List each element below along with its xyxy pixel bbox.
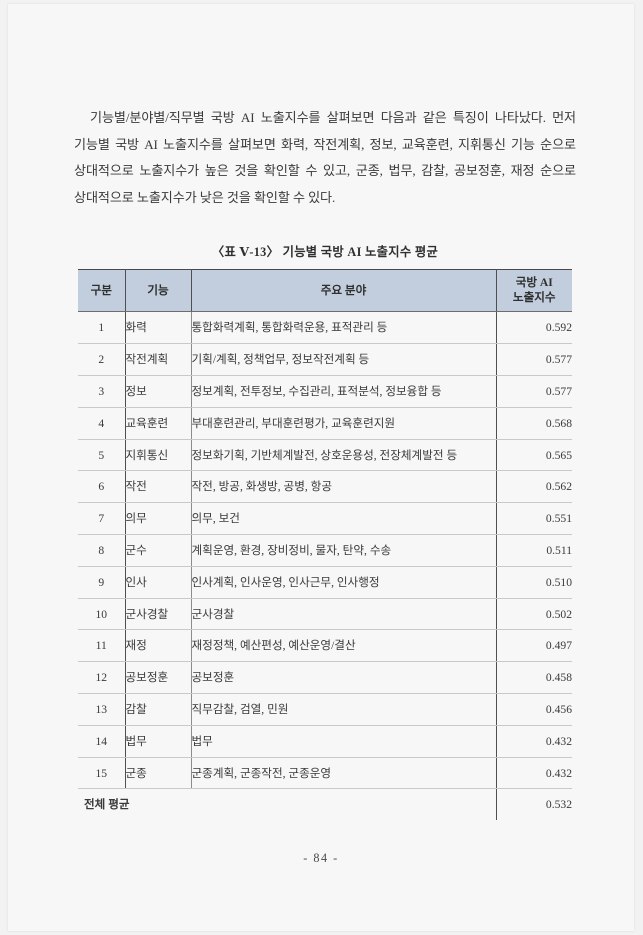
cell-area: 인사계획, 인사운영, 인사근무, 인사행정 (190, 566, 496, 599)
table-row: 13 감찰 직무감찰, 검열, 민원 0.456 (78, 693, 572, 726)
page-footer: - 84 - (303, 851, 339, 865)
cell-area: 의무, 보건 (190, 502, 496, 536)
column-header-no: 구분 (78, 269, 126, 313)
column-header-function: 기능 (125, 269, 192, 313)
table-row: 15 군종 군종계획, 군종작전, 군종운영 0.432 (78, 757, 572, 790)
column-header-value-line1: 국방 AI (515, 276, 553, 290)
paragraph-text: 기능별/분야별/직무별 국방 AI 노출지수를 살펴보면 다음과 같은 특징이 … (74, 110, 576, 205)
cell-area: 통합화력계획, 통합화력운용, 표적관리 등 (190, 311, 496, 345)
column-header-area: 주요 분야 (191, 269, 497, 313)
cell-no: 4 (78, 407, 125, 440)
table-row: 5 지휘통신 정보화기획, 기반체계발전, 상호운용성, 전장체계발전 등 0.… (78, 439, 572, 472)
cell-value: 0.577 (495, 375, 572, 408)
cell-value: 0.510 (495, 566, 572, 599)
cell-value: 0.565 (495, 439, 572, 472)
table-row: 3 정보 정보계획, 전투정보, 수집관리, 표적분석, 정보융합 등 0.57… (78, 375, 572, 408)
cell-function: 군사경찰 (124, 598, 191, 631)
cell-value: 0.568 (495, 407, 572, 440)
cell-no: 7 (78, 502, 125, 536)
cell-function: 작전계획 (124, 343, 191, 377)
cell-area: 정보계획, 전투정보, 수집관리, 표적분석, 정보융합 등 (190, 375, 496, 408)
cell-function: 공보정훈 (124, 661, 191, 695)
cell-function: 화력 (124, 311, 191, 345)
body-paragraph: 기능별/분야별/직무별 국방 AI 노출지수를 살펴보면 다음과 같은 특징이 … (74, 105, 576, 211)
cell-area: 재정정책, 예산편성, 예산운영/결산 (190, 629, 496, 663)
table-row: 2 작전계획 기획/계획, 정책업무, 정보작전계획 등 0.577 (78, 343, 572, 377)
table-total-row: 전체 평균 0.532 (78, 788, 572, 821)
table-row: 1 화력 통합화력계획, 통합화력운용, 표적관리 등 0.592 (78, 311, 572, 345)
cell-value: 0.456 (495, 693, 572, 726)
cell-function: 지휘통신 (124, 439, 191, 472)
cell-value: 0.592 (495, 311, 572, 345)
cell-no: 15 (78, 757, 125, 790)
table-row: 8 군수 계획운영, 환경, 장비정비, 물자, 탄약, 수송 0.511 (78, 534, 572, 567)
table-header: 구분 기능 주요 분야 국방 AI 노출지수 (78, 269, 572, 313)
cell-function: 의무 (124, 502, 191, 536)
column-header-value-line2: 노출지수 (512, 290, 556, 304)
cell-no: 12 (78, 661, 125, 695)
table-row: 4 교육훈련 부대훈련관리, 부대훈련평가, 교육훈련지원 0.568 (78, 407, 572, 440)
cell-value: 0.577 (495, 343, 572, 377)
cell-no: 6 (78, 470, 125, 504)
cell-function: 감찰 (124, 693, 191, 726)
cell-area: 부대훈련관리, 부대훈련평가, 교육훈련지원 (190, 407, 496, 440)
cell-total-value: 0.532 (495, 788, 572, 821)
cell-no: 8 (78, 534, 125, 567)
cell-no: 5 (78, 439, 125, 472)
cell-value: 0.502 (495, 598, 572, 631)
cell-value: 0.551 (495, 502, 572, 536)
column-header-value: 국방 AI 노출지수 (496, 269, 572, 313)
cell-total-label: 전체 평균 (78, 788, 496, 821)
cell-no: 14 (78, 725, 125, 758)
cell-area: 직무감찰, 검열, 민원 (190, 693, 496, 726)
document-page: 기능별/분야별/직무별 국방 AI 노출지수를 살펴보면 다음과 같은 특징이 … (8, 4, 634, 931)
cell-function: 법무 (124, 725, 191, 758)
table-body: 1 화력 통합화력계획, 통합화력운용, 표적관리 등 0.592 2 작전계획… (78, 311, 572, 821)
page-content: 기능별/분야별/직무별 국방 AI 노출지수를 살펴보면 다음과 같은 특징이 … (74, 92, 576, 821)
cell-value: 0.432 (495, 725, 572, 758)
cell-value: 0.458 (495, 661, 572, 695)
table-header-row: 구분 기능 주요 분야 국방 AI 노출지수 (78, 269, 572, 313)
cell-function: 교육훈련 (124, 407, 191, 440)
cell-function: 인사 (124, 566, 191, 599)
cell-no: 10 (78, 598, 125, 631)
exposure-index-table: 구분 기능 주요 분야 국방 AI 노출지수 1 화력 통합화력계획, 통합화력… (78, 269, 572, 821)
table-row: 9 인사 인사계획, 인사운영, 인사근무, 인사행정 0.510 (78, 566, 572, 599)
cell-function: 정보 (124, 375, 191, 408)
cell-no: 9 (78, 566, 125, 599)
cell-no: 11 (78, 629, 125, 663)
cell-function: 재정 (124, 629, 191, 663)
cell-area: 공보정훈 (190, 661, 496, 695)
cell-no: 1 (78, 311, 125, 345)
cell-area: 계획운영, 환경, 장비정비, 물자, 탄약, 수송 (190, 534, 496, 567)
cell-value: 0.497 (495, 629, 572, 663)
cell-area: 법무 (190, 725, 496, 758)
cell-no: 3 (78, 375, 125, 408)
cell-value: 0.511 (495, 534, 572, 567)
cell-area: 기획/계획, 정책업무, 정보작전계획 등 (190, 343, 496, 377)
cell-value: 0.432 (495, 757, 572, 790)
table-row: 10 군사경찰 군사경찰 0.502 (78, 598, 572, 631)
cell-area: 정보화기획, 기반체계발전, 상호운용성, 전장체계발전 등 (190, 439, 496, 472)
cell-function: 작전 (124, 470, 191, 504)
table-row: 14 법무 법무 0.432 (78, 725, 572, 758)
table-row: 6 작전 작전, 방공, 화생방, 공병, 항공 0.562 (78, 470, 572, 504)
table-row: 12 공보정훈 공보정훈 0.458 (78, 661, 572, 695)
cell-no: 2 (78, 343, 125, 377)
cell-area: 군종계획, 군종작전, 군종운영 (190, 757, 496, 790)
table-row: 11 재정 재정정책, 예산편성, 예산운영/결산 0.497 (78, 629, 572, 663)
cell-area: 작전, 방공, 화생방, 공병, 항공 (190, 470, 496, 504)
table-caption: 〈표 Ⅴ-13〉 기능별 국방 AI 노출지수 평균 (211, 245, 439, 260)
cell-no: 13 (78, 693, 125, 726)
table-row: 7 의무 의무, 보건 0.551 (78, 502, 572, 536)
cell-value: 0.562 (495, 470, 572, 504)
cell-function: 군종 (124, 757, 191, 790)
cell-function: 군수 (124, 534, 191, 567)
cell-area: 군사경찰 (190, 598, 496, 631)
